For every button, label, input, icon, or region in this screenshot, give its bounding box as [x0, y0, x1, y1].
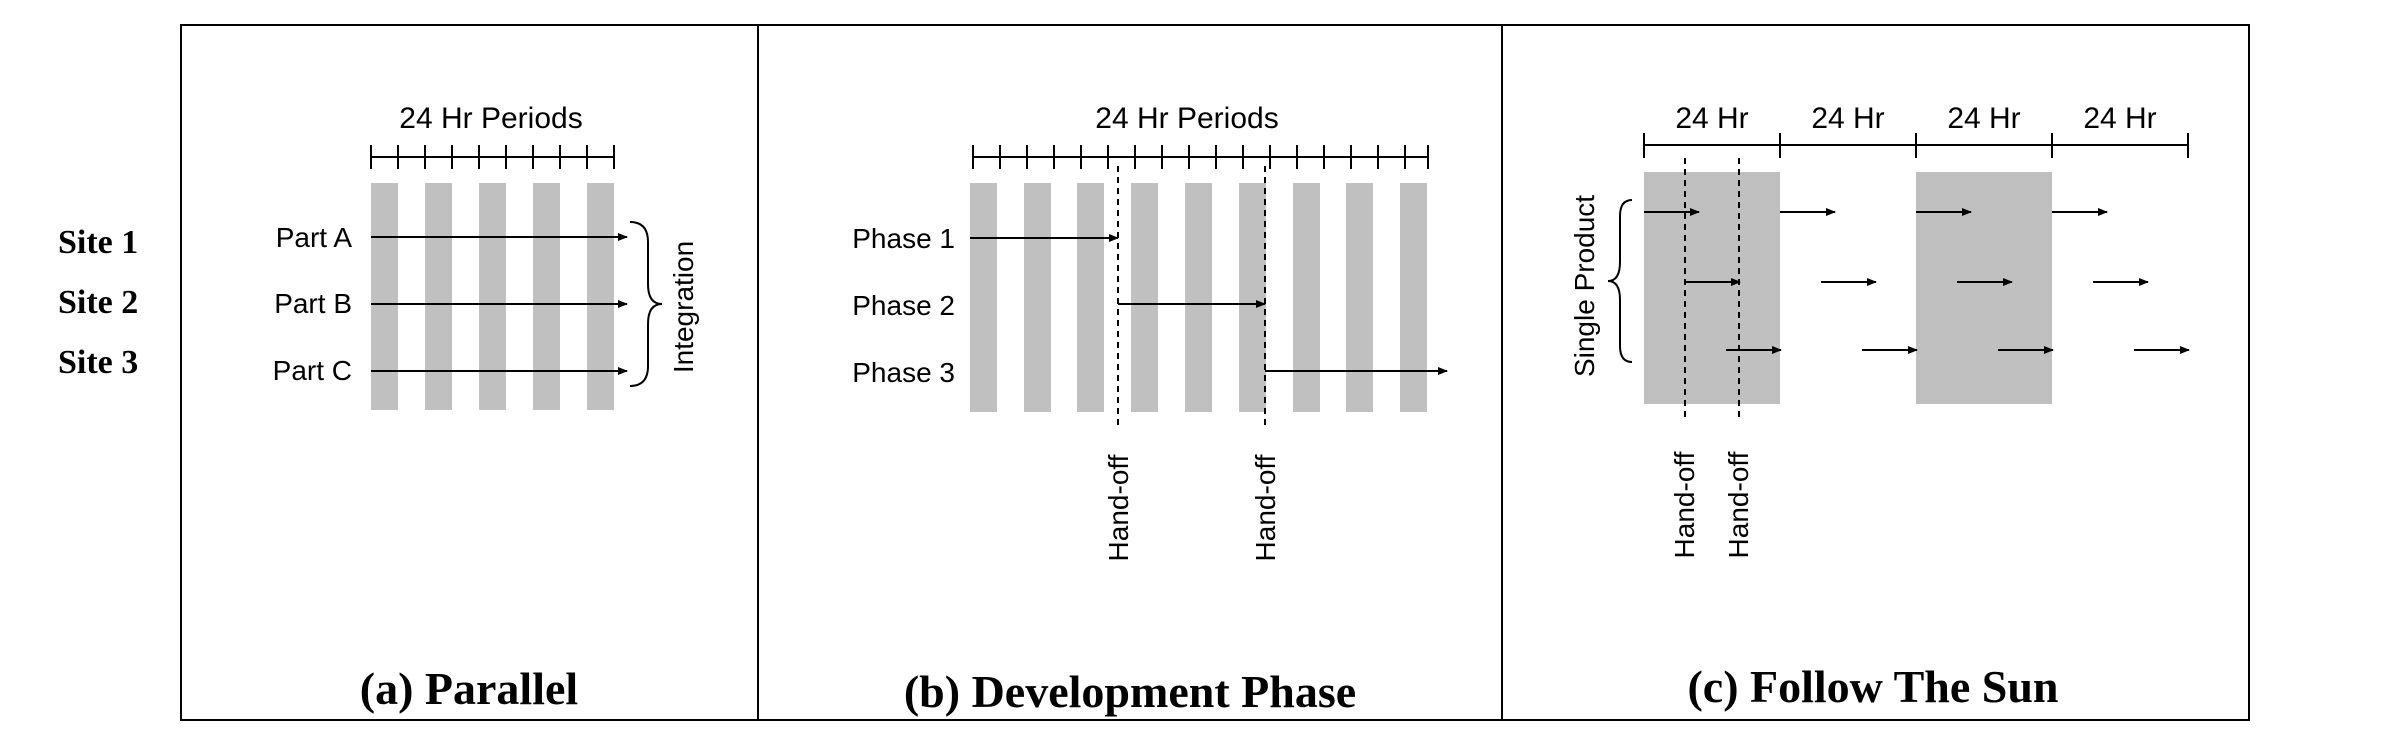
panel-a-arrows — [371, 233, 628, 375]
panel-a-stripe — [371, 183, 398, 410]
panel-a-stripe — [479, 183, 506, 410]
panel-c-period-label: 24 Hr — [1947, 102, 2020, 135]
panel-b-stripe — [1239, 183, 1266, 412]
panel-c-brace-label: Single Product — [1569, 195, 1600, 377]
panel-b-stripe — [1185, 183, 1212, 412]
panel-a-caption: (a) Parallel — [360, 663, 578, 714]
panel-b-stripe — [1131, 183, 1158, 412]
panel-b-stripe — [970, 183, 997, 412]
panel-a-stripes — [371, 183, 614, 410]
panel-a-stripe — [587, 183, 614, 410]
panel-b-arrows — [970, 234, 1448, 375]
outer-frame — [180, 24, 2250, 721]
panel-b-stripe — [1024, 183, 1051, 412]
panel-a-row-label: Part C — [273, 355, 352, 386]
panel-b-period-label: 24 Hr Periods — [1095, 102, 1278, 135]
panel-c-arrows — [1644, 208, 2190, 354]
site-labels: Site 1 Site 2 Site 3 — [58, 224, 138, 381]
panel-c-period-label: 24 Hr — [2083, 102, 2156, 135]
panel-b-stripe — [1293, 183, 1320, 412]
panel-c-shaded-period — [1644, 172, 1780, 404]
panel-frames — [180, 24, 2250, 721]
panel-b-row-label: Phase 1 — [852, 223, 955, 254]
panel-b-timeline — [972, 145, 1429, 169]
panel-b-stripe — [1077, 183, 1104, 412]
panel-c-handoff-label: Hand-off — [1669, 451, 1700, 558]
panel-b-row-label: Phase 2 — [852, 290, 955, 321]
panel-a-row-label: Part A — [276, 222, 353, 253]
panel-b-handoff-label: Hand-off — [1250, 454, 1281, 561]
panel-c-caption: (c) Follow The Sun — [1687, 661, 2058, 712]
panel-a-stripe — [533, 183, 560, 410]
panel-b-stripe — [1346, 183, 1373, 412]
panel-parallel: 24 Hr Periods Part A Part B Part C — [273, 102, 699, 714]
panel-c-period-label: 24 Hr — [1811, 102, 1884, 135]
panel-a-timeline — [370, 145, 615, 169]
panel-b-caption: (b) Development Phase — [904, 666, 1356, 717]
panel-a-period-label: 24 Hr Periods — [399, 102, 582, 135]
panel-development-phase: 24 Hr Periods — [852, 102, 1448, 717]
panel-a-brace — [629, 221, 663, 387]
panel-b-stripe — [1400, 183, 1427, 412]
panel-b-row-labels: Phase 1 Phase 2 Phase 3 — [852, 223, 955, 388]
panel-c-period-labels: 24 Hr 24 Hr 24 Hr 24 Hr — [1675, 102, 2156, 135]
panel-c-shaded-periods — [1644, 172, 2052, 404]
panel-a-row-label: Part B — [274, 288, 352, 319]
site-label-3: Site 3 — [58, 344, 138, 381]
panel-follow-the-sun: 24 Hr 24 Hr 24 Hr 24 Hr — [1569, 102, 2190, 712]
panel-c-brace — [1607, 199, 1633, 363]
panel-a-brace-label: Integration — [668, 241, 699, 373]
panel-c-period-label: 24 Hr — [1675, 102, 1748, 135]
panel-c-handoff-label: Hand-off — [1723, 451, 1754, 558]
panel-c-timeline — [1643, 133, 2189, 158]
panel-b-row-label: Phase 3 — [852, 357, 955, 388]
panel-b-stripes — [970, 183, 1427, 412]
panel-a-row-labels: Part A Part B Part C — [273, 222, 353, 386]
site-label-1: Site 1 — [58, 224, 138, 261]
panel-b-handoff-label: Hand-off — [1103, 454, 1134, 561]
panel-a-stripe — [425, 183, 452, 410]
panel-c-shaded-period — [1916, 172, 2052, 404]
site-label-2: Site 2 — [58, 284, 138, 321]
